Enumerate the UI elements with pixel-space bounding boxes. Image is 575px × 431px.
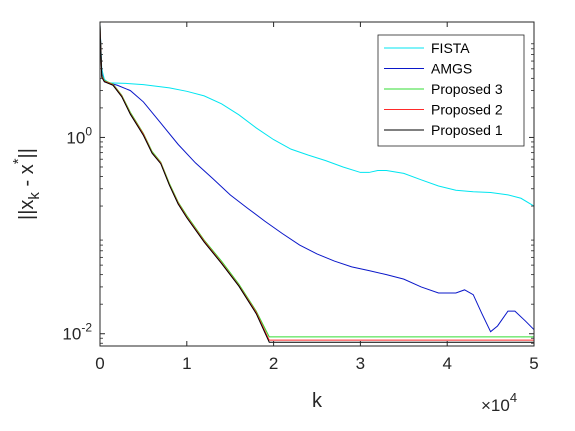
series-line-proposed-1 (100, 24, 534, 343)
x-tick-label: 1 (182, 354, 191, 373)
x-tick-label: 5 (529, 354, 538, 373)
y-axis-label-sup: * (10, 158, 27, 164)
legend: FISTA AMGS Proposed 3 Proposed 2 Proposed 1 (377, 34, 525, 147)
svg-text:||xk - x*||: ||xk - x*|| (10, 148, 43, 220)
x-tick-label: 2 (269, 354, 278, 373)
y-axis-label-mid: - x (16, 164, 38, 192)
x-axis-label: k (312, 390, 323, 412)
x-tick-label: 0 (95, 354, 104, 373)
x-tick-label: 4 (442, 354, 451, 373)
legend-entry-label: AMGS (431, 61, 472, 77)
plot-frame (99, 21, 535, 347)
y-axis-label-end: || (16, 148, 38, 158)
y-axis-label: ||xk - x*|| (10, 148, 43, 220)
x-multiplier-exp: 4 (510, 390, 517, 405)
y-axis-label-base: ||x (16, 200, 38, 220)
series-line-fista (100, 24, 534, 207)
legend-entry-label: Proposed 1 (431, 122, 503, 138)
y-tick-label: 100 (66, 124, 92, 147)
legend-entry-label: Proposed 3 (431, 81, 503, 97)
x-tick-label: 3 (356, 354, 365, 373)
x-multiplier: ×104 (481, 390, 517, 415)
legend-entry-label: Proposed 2 (431, 102, 503, 118)
series-layer (100, 24, 534, 343)
x-multiplier-base: ×10 (481, 396, 510, 415)
series-line-amgs (100, 24, 534, 333)
legend-box (377, 34, 525, 147)
tick-layer: 0 1 2 3 4 5 100 10-2 (62, 22, 539, 373)
legend-entry-label: FISTA (431, 40, 470, 56)
y-tick-label: 10-2 (62, 321, 92, 344)
y-axis-label-sub: k (26, 192, 43, 200)
